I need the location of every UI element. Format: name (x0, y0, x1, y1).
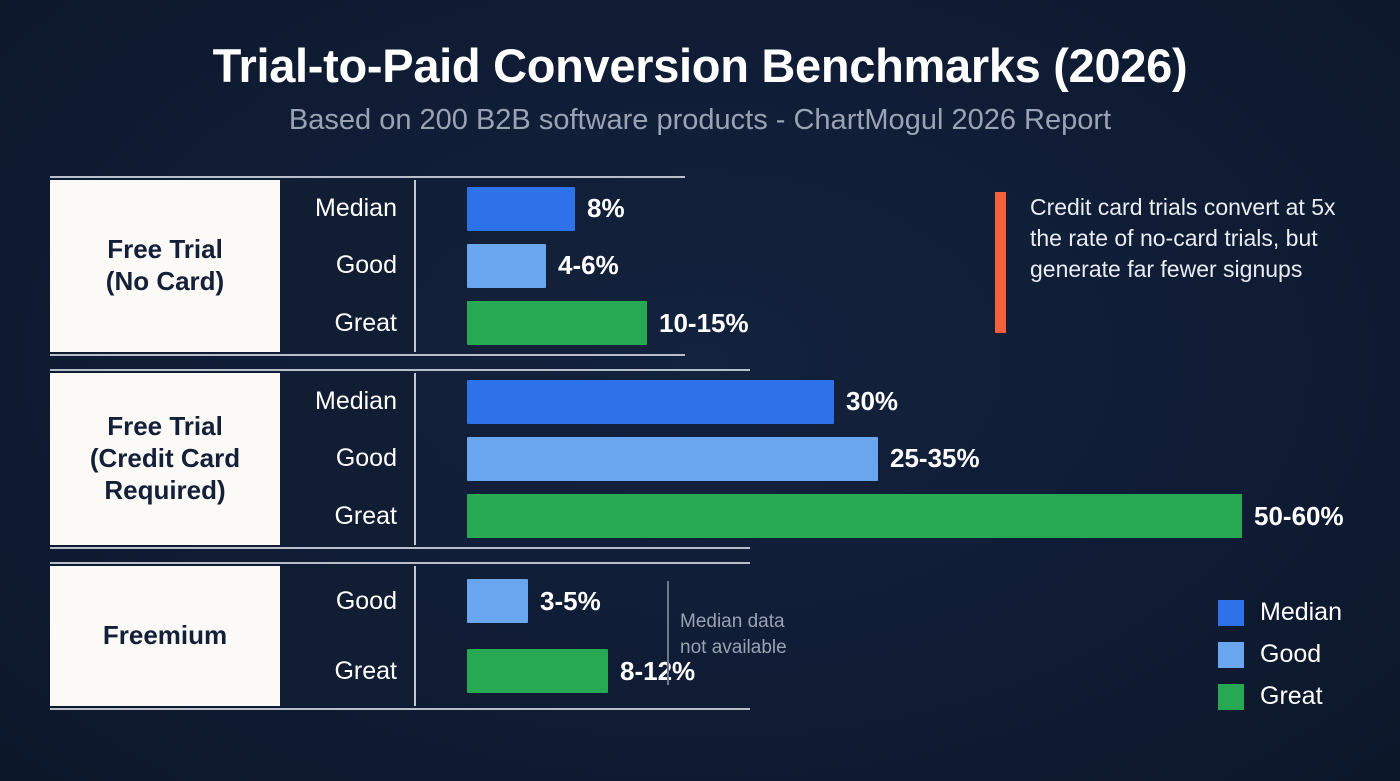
legend-item-median[interactable]: Median (1218, 598, 1342, 627)
bar-track-group-2: 3-5% 8-12% (467, 566, 695, 706)
bar-value-label: 25-35% (890, 443, 980, 474)
chart-subtitle: Based on 200 B2B software products - Cha… (288, 104, 1112, 136)
metric-label-column: Median Good Great (280, 373, 416, 545)
bar-row: 3-5% (467, 566, 695, 636)
category-label-line1: Free Trial (107, 234, 223, 265)
metric-label: Good (335, 444, 397, 473)
bar-value-label: 8% (587, 193, 625, 224)
benchmark-group-freemium: Freemium Good Great 3-5% 8-12% Median da… (50, 562, 1390, 710)
bar-value-label: 30% (846, 386, 899, 417)
metric-label: Good (335, 251, 397, 280)
group-panel: Free Trial (Credit Card Required) Median… (50, 373, 416, 545)
bar-value-label: 10-15% (659, 307, 749, 338)
insight-callout: Credit card trials convert at 5x the rat… (995, 192, 1350, 333)
median-unavailable-note: Median data not available (680, 611, 787, 658)
metric-label: Median (315, 387, 397, 416)
category-card: Free Trial (No Card) (50, 180, 280, 352)
bar-row: 50-60% (467, 488, 1344, 545)
legend-item-great[interactable]: Great (1218, 682, 1342, 711)
bar-row: 8-12% (467, 636, 695, 706)
group-top-rule (50, 176, 685, 178)
metric-label: Great (334, 308, 397, 337)
bar-value-label: 50-60% (1254, 500, 1344, 531)
legend-item-good[interactable]: Good (1218, 640, 1342, 669)
group-panel: Freemium Good Great (50, 566, 416, 706)
note-divider (667, 581, 669, 685)
bar-track-group-1: 30% 25-35% 50-60% (467, 373, 1344, 545)
category-label-line1: Freemium (102, 620, 228, 651)
group-panel: Free Trial (No Card) Median Good Great (50, 180, 416, 352)
metric-label-column: Median Good Great (280, 180, 416, 352)
group-top-rule (50, 369, 750, 371)
bar-median[interactable] (467, 186, 575, 231)
bar-track-group-0: 8% 4-6% 10-15% (467, 180, 749, 352)
chart-title: Trial-to-Paid Conversion Benchmarks (202… (212, 39, 1188, 92)
metric-label-column: Good Great (280, 566, 416, 706)
bar-row: 4-6% (467, 237, 749, 294)
bar-value-label: 8-12% (620, 655, 696, 686)
bar-row: 25-35% (467, 430, 1344, 487)
bar-row: 10-15% (467, 295, 749, 352)
category-label-line1: Free Trial (107, 411, 223, 442)
metric-label: Median (315, 194, 397, 223)
legend-swatch-great (1218, 683, 1244, 710)
bar-row: 8% (467, 180, 749, 237)
group-bottom-rule (50, 547, 750, 549)
metric-label: Great (334, 656, 397, 685)
legend-label: Great (1260, 682, 1323, 710)
bar-value-label: 4-6% (558, 250, 619, 281)
category-card: Freemium (50, 566, 280, 706)
group-top-rule (50, 562, 750, 564)
benchmark-group-free-trial-credit-card: Free Trial (Credit Card Required) Median… (50, 369, 1390, 549)
bar-value-label: 3-5% (540, 585, 601, 616)
bar-good[interactable] (467, 243, 546, 288)
legend: Median Good Great (1218, 598, 1342, 724)
group-bottom-rule (50, 708, 750, 710)
bar-great[interactable] (467, 494, 1242, 539)
legend-label: Good (1260, 640, 1322, 668)
bar-great[interactable] (467, 649, 608, 693)
callout-accent-bar (995, 192, 1006, 333)
bar-median[interactable] (467, 379, 834, 424)
category-label-line3: Required) (104, 474, 226, 505)
bar-great[interactable] (467, 301, 647, 346)
legend-label: Median (1260, 598, 1342, 626)
category-card: Free Trial (Credit Card Required) (50, 373, 280, 545)
group-bottom-rule (50, 354, 685, 356)
bar-good[interactable] (467, 436, 878, 481)
metric-label: Good (335, 586, 397, 615)
callout-text: Credit card trials convert at 5x the rat… (1030, 194, 1336, 282)
benchmark-group-free-trial-no-card: Free Trial (No Card) Median Good Great 8… (50, 176, 1390, 356)
category-label-line2: (Credit Card (89, 443, 241, 474)
legend-swatch-median (1218, 599, 1244, 626)
category-label-line2: (No Card) (105, 266, 225, 296)
metric-label: Great (334, 501, 397, 530)
bar-row: 30% (467, 373, 1344, 430)
bar-good[interactable] (467, 579, 528, 623)
legend-swatch-good (1218, 641, 1244, 668)
